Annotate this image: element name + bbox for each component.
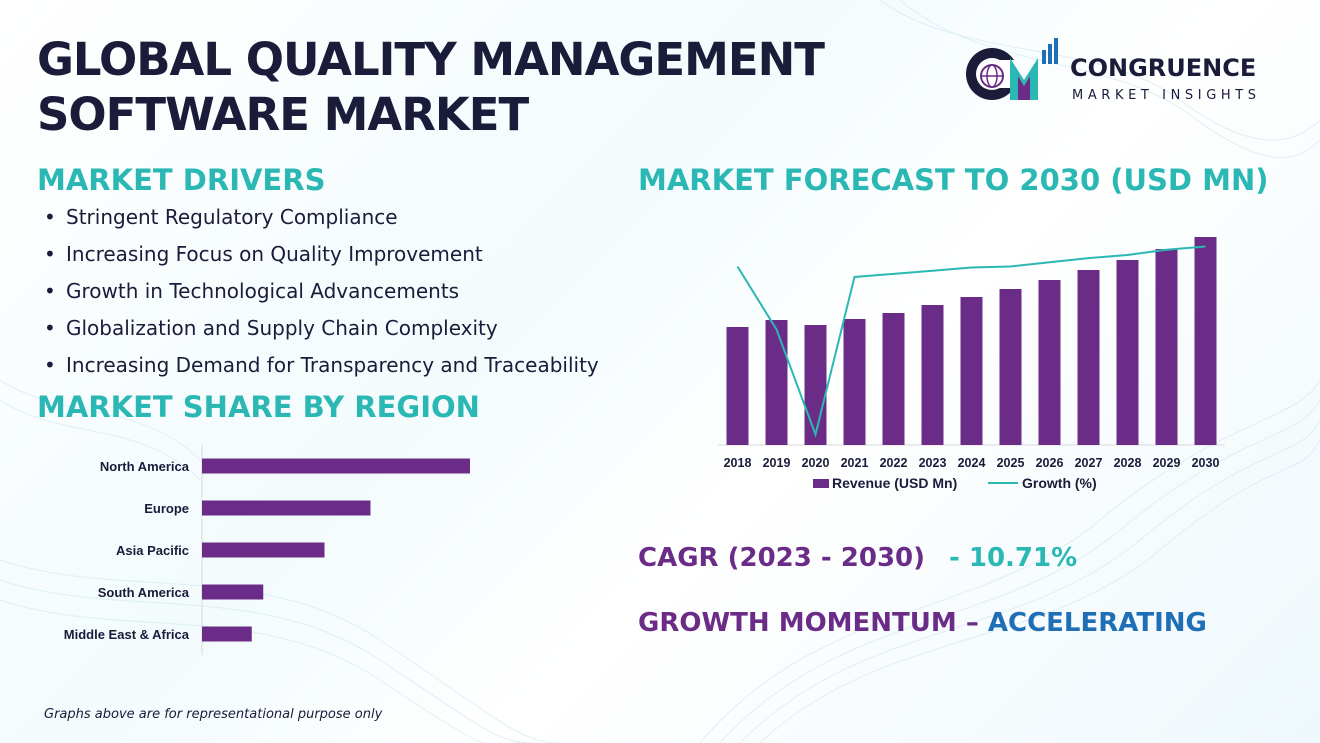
category-label: South America [98,585,190,600]
title-line-2: SOFTWARE MARKET [37,88,529,141]
x-tick-label: 2030 [1192,456,1220,470]
growth-line [736,245,1206,438]
revenue-bar [882,313,905,445]
x-tick-label: 2028 [1114,456,1142,470]
market-drivers-heading: MARKET DRIVERS [37,163,326,197]
legend-revenue-swatch [813,479,829,488]
title-line-1: GLOBAL QUALITY MANAGEMENT [37,33,825,86]
bar [202,542,325,558]
legend-revenue-label: Revenue (USD Mn) [832,475,957,491]
revenue-bar [921,305,944,445]
driver-item: Increasing Focus on Quality Improvement [44,239,599,276]
x-tick-label: 2025 [997,456,1025,470]
logo-subtitle: MARKET INSIGHTS [1072,88,1261,103]
x-tick-label: 2020 [802,456,830,470]
revenue-bar [804,325,827,445]
driver-item: Stringent Regulatory Compliance [44,202,599,239]
x-tick-label: 2024 [958,456,986,470]
forecast-chart: 2018 2019 2020 2021 2022 2023 2024 2025 2026 2027… [718,237,1225,491]
category-label: Asia Pacific [116,543,189,558]
footnote: Graphs above are for representational pu… [44,707,383,722]
revenue-bar [960,297,983,445]
category-label: North America [100,459,190,474]
logo-m-shape [1010,58,1038,100]
market-share-heading: MARKET SHARE BY REGION [37,390,480,424]
bar [202,500,371,516]
bar [202,584,264,600]
revenue-bar [1077,270,1100,445]
category-label: Europe [144,501,189,516]
revenue-bar [1038,280,1061,445]
logo-bar-3 [1054,38,1058,64]
revenue-bar [843,319,866,445]
revenue-bar [765,320,788,445]
driver-item: Globalization and Supply Chain Complexit… [44,313,599,350]
bar [202,458,470,474]
revenue-bar [726,327,749,445]
x-tick-label: 2022 [880,456,908,470]
driver-item: Increasing Demand for Transparency and T… [44,350,599,387]
cagr-label: CAGR (2023 - 2030) [638,543,926,573]
revenue-bar [1155,249,1178,445]
x-tick-label: 2029 [1153,456,1181,470]
market-drivers-list: Stringent Regulatory Compliance Increasi… [44,202,599,387]
cm-monogram-logo [966,38,1058,100]
category-label: Middle East & Africa [64,627,190,642]
logo-wordmark: CONGRUENCE [1070,54,1257,82]
cagr-statement: CAGR (2023 - 2030) - 10.71% [638,543,1077,573]
x-tick-label: 2019 [763,456,791,470]
market-forecast-heading: MARKET FORECAST TO 2030 (USD MN) [638,163,1269,197]
x-tick-label: 2027 [1075,456,1103,470]
x-tick-label: 2026 [1036,456,1064,470]
revenue-bar [999,289,1022,445]
driver-item: Growth in Technological Advancements [44,276,599,313]
revenue-bar [1116,260,1139,445]
cagr-value: - 10.71% [949,543,1078,573]
x-tick-label: 2018 [724,456,752,470]
x-tick-label: 2023 [919,456,947,470]
revenue-bar [1194,237,1217,445]
region-share-chart: North America Europe Asia Pacific South Ame… [64,445,470,655]
company-logo: CONGRUENCE MARKET INSIGHTS [962,36,1292,108]
bar [202,626,252,642]
logo-bar-1 [1042,50,1046,64]
growth-momentum-statement: GROWTH MOMENTUM – ACCELERATING [638,608,1207,638]
momentum-label: GROWTH MOMENTUM – [638,608,988,638]
page-title: GLOBAL QUALITY MANAGEMENT SOFTWARE MARKE… [37,32,897,142]
logo-bar-2 [1048,44,1052,64]
legend-growth-label: Growth (%) [1022,475,1097,491]
momentum-value: ACCELERATING [987,608,1207,638]
x-tick-label: 2021 [841,456,869,470]
